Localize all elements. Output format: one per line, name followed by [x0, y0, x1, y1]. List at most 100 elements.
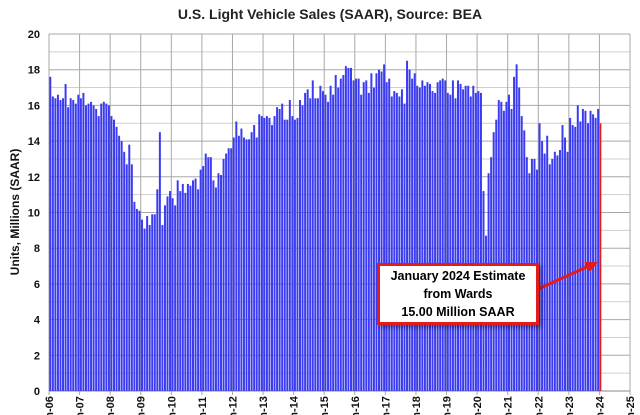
y-tick-label: 4: [34, 315, 41, 327]
bar: [235, 121, 238, 391]
bar: [515, 64, 518, 391]
bar: [360, 94, 363, 391]
bar: [202, 166, 205, 391]
bar: [497, 100, 500, 392]
bar: [375, 73, 378, 392]
bar: [207, 157, 210, 391]
bar: [543, 153, 546, 391]
bar: [378, 69, 381, 391]
bar: [304, 92, 307, 391]
bar: [110, 116, 113, 392]
bar: [332, 94, 335, 391]
bar: [507, 94, 510, 391]
bar: [225, 153, 228, 391]
bar: [158, 132, 161, 392]
bar: [276, 107, 279, 391]
x-tick-label: Jan-08: [105, 396, 117, 415]
bar: [469, 96, 472, 391]
bar: [423, 85, 426, 391]
bar: [446, 92, 449, 391]
x-tick-label: Jan-25: [625, 396, 637, 415]
bar: [467, 85, 470, 391]
bar: [125, 164, 128, 391]
annotation-line-3: 15.00 Million SAAR: [401, 305, 515, 319]
bar: [143, 228, 146, 391]
annotation-arrow: [535, 262, 598, 292]
bar: [74, 103, 77, 392]
bar: [217, 173, 220, 391]
bar: [523, 130, 526, 391]
x-ticks: Jan-06 Jan-07 Jan-08 Jan-09 Jan-10 Jan-11 Jan-…: [44, 395, 637, 415]
bar: [230, 148, 233, 391]
bar: [268, 117, 271, 392]
bar: [344, 66, 347, 391]
x-tick-label: Jan-11: [197, 397, 209, 415]
bar: [564, 137, 567, 391]
bar: [250, 132, 253, 392]
bar: [314, 98, 317, 391]
bar: [581, 108, 584, 391]
bar: [222, 158, 225, 391]
bar: [451, 80, 454, 391]
bar: [334, 75, 337, 392]
bar: [393, 91, 396, 392]
bar: [220, 175, 223, 391]
bar: [436, 82, 439, 391]
bar: [383, 64, 386, 391]
x-tick-label: Jan-07: [75, 396, 87, 415]
bar: [502, 110, 505, 391]
y-tick-label: 14: [28, 136, 41, 148]
bar: [479, 92, 482, 391]
bar: [477, 91, 480, 392]
bar: [495, 119, 498, 392]
bar: [316, 98, 319, 391]
y-tick-label: 8: [34, 243, 40, 255]
y-tick-label: 2: [34, 350, 40, 362]
bar: [102, 101, 105, 391]
bar: [54, 98, 57, 391]
bar: [204, 153, 207, 391]
bar: [77, 94, 80, 391]
bar: [579, 121, 582, 391]
bar: [551, 158, 554, 391]
bar: [123, 151, 126, 391]
bar: [342, 75, 345, 392]
bar: [128, 144, 131, 391]
bar: [107, 105, 110, 392]
bar: [454, 98, 457, 391]
bar: [69, 98, 72, 391]
bar: [130, 164, 133, 391]
bar: [263, 117, 266, 392]
bar: [161, 224, 164, 391]
bar: [97, 116, 100, 392]
bar: [464, 85, 467, 391]
x-tick-label: Jan-19: [442, 396, 454, 415]
bar: [296, 117, 299, 392]
bar: [151, 214, 154, 391]
bar: [153, 214, 156, 391]
y-tick-label: 10: [28, 208, 40, 220]
bar: [400, 89, 403, 392]
bars: [49, 60, 602, 392]
bar: [444, 80, 447, 391]
bar: [240, 128, 243, 392]
bar: [176, 180, 179, 391]
bar: [571, 125, 574, 391]
x-tick-label: Jan-10: [166, 396, 178, 415]
bar: [59, 100, 62, 392]
bar: [179, 191, 182, 391]
x-tick-label: Jan-17: [380, 396, 392, 415]
x-tick-label: Jan-21: [503, 396, 515, 415]
bar: [538, 123, 541, 391]
bar: [232, 137, 235, 391]
bar: [174, 205, 177, 391]
bar: [306, 89, 309, 392]
bar: [248, 139, 251, 391]
bar: [171, 198, 174, 391]
bar: [327, 101, 330, 391]
bar: [120, 141, 123, 391]
bar: [242, 137, 245, 391]
bar: [301, 105, 304, 392]
bar: [64, 83, 67, 391]
